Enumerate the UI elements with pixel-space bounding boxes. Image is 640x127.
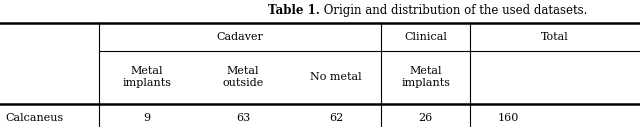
Text: Total: Total — [541, 32, 569, 42]
Text: 26: 26 — [419, 113, 433, 123]
Text: Metal
implants: Metal implants — [401, 66, 450, 88]
Text: Calcaneus: Calcaneus — [5, 113, 63, 123]
Text: 160: 160 — [498, 113, 520, 123]
Text: 9: 9 — [143, 113, 151, 123]
Text: 63: 63 — [236, 113, 250, 123]
Text: Table 1.: Table 1. — [268, 4, 320, 17]
Text: Metal
implants: Metal implants — [123, 66, 172, 88]
Text: Clinical: Clinical — [404, 32, 447, 42]
Text: No metal: No metal — [310, 72, 362, 82]
Text: Cadaver: Cadaver — [216, 32, 264, 42]
Text: Metal
outside: Metal outside — [223, 66, 264, 88]
Text: 62: 62 — [329, 113, 343, 123]
Text: Origin and distribution of the used datasets.: Origin and distribution of the used data… — [320, 4, 588, 17]
